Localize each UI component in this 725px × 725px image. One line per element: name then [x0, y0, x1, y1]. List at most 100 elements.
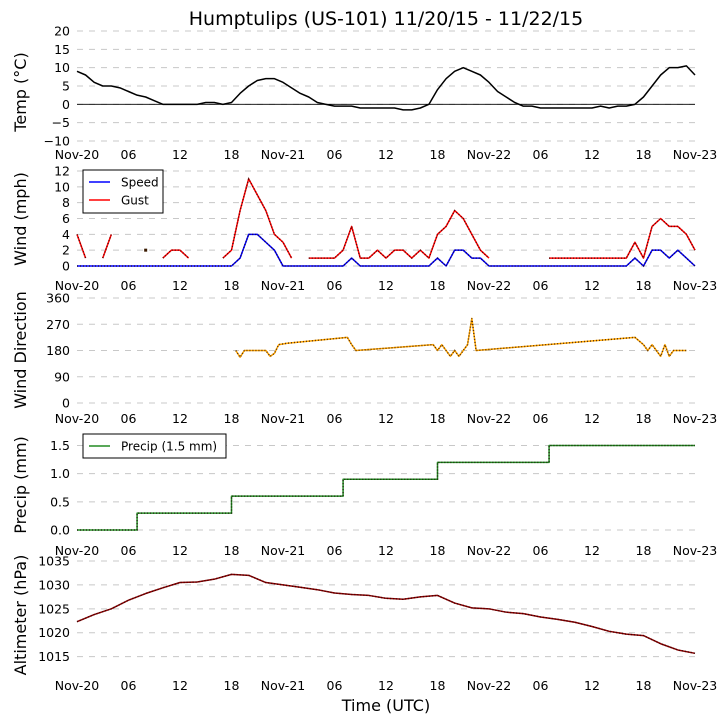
- series-gust-markers: [162, 249, 190, 259]
- x-tick-label: Nov-21: [261, 278, 305, 293]
- x-tick-label: 06: [121, 543, 137, 558]
- x-tick-label: 12: [172, 543, 188, 558]
- y-tick-label: 1035: [38, 554, 70, 569]
- series-gust-markers: [308, 209, 490, 260]
- series-direction-markers: [235, 318, 687, 359]
- y-tick-label: 1030: [38, 577, 70, 592]
- x-tick-label: Nov-20: [55, 278, 100, 293]
- x-tick-label: 12: [172, 147, 188, 162]
- y-tick-label: −10: [44, 134, 70, 149]
- y-tick-label: 1025: [38, 601, 70, 616]
- direction-y-axis-label: Wind Direction: [11, 291, 30, 409]
- y-tick-label: 2: [62, 243, 70, 258]
- x-tick-label: 18: [430, 278, 446, 293]
- y-tick-label: 0.5: [50, 494, 70, 509]
- x-tick-label: 12: [378, 543, 394, 558]
- series-gust-markers: [222, 176, 293, 259]
- x-tick-label: 18: [636, 543, 652, 558]
- x-tick-label: Nov-23: [673, 278, 717, 293]
- x-tick-label: Nov-23: [673, 411, 717, 426]
- x-tick-label: Nov-22: [467, 278, 511, 293]
- series-gust-line: [549, 217, 696, 259]
- series-temp-line: [76, 65, 696, 111]
- x-tick-label: 06: [327, 678, 343, 693]
- legend-box: [82, 169, 164, 214]
- y-tick-label: 5: [62, 79, 70, 94]
- y-tick-label: 90: [54, 369, 70, 384]
- x-tick-label: Nov-21: [261, 543, 305, 558]
- x-tick-label: Nov-23: [673, 543, 717, 558]
- x-tick-label: 18: [636, 147, 652, 162]
- temp-y-axis-label: Temp (°C): [11, 52, 30, 132]
- series-gust-point: [144, 248, 148, 252]
- x-tick-label: Nov-23: [673, 678, 717, 693]
- x-tick-label: 12: [378, 411, 394, 426]
- panel-precip: 0.0 0.5 1.0 1.5 Nov-20 06 12 18 Nov-21 06 12 18 Nov-…: [50, 433, 717, 558]
- legend-label-precip: Precip (1.5 mm): [121, 440, 217, 454]
- x-tick-label: Nov-21: [261, 678, 305, 693]
- x-tick-label: 06: [327, 147, 343, 162]
- x-tick-label: 18: [224, 411, 240, 426]
- y-tick-label: 12: [54, 164, 70, 179]
- x-tick-label: Nov-22: [467, 543, 511, 558]
- x-tick-label: Nov-21: [261, 411, 305, 426]
- y-tick-label: 360: [46, 291, 70, 306]
- x-tick-label: 06: [533, 678, 549, 693]
- y-tick-label: 15: [54, 42, 70, 57]
- series-gust-markers: [549, 217, 696, 261]
- legend-label-gust: Gust: [121, 194, 149, 208]
- x-tick-label: Nov-20: [55, 411, 100, 426]
- x-tick-label: 06: [327, 411, 343, 426]
- y-tick-label: −5: [52, 115, 70, 130]
- y-tick-label: 1.0: [50, 466, 70, 481]
- x-tick-label: Nov-21: [261, 147, 305, 162]
- y-tick-label: 1015: [38, 649, 70, 664]
- x-tick-label: Nov-20: [55, 543, 100, 558]
- x-tick-label: 06: [121, 678, 137, 693]
- x-tick-label: 12: [172, 278, 188, 293]
- altimeter-y-axis-label: Altimeter (hPa): [11, 555, 30, 676]
- y-tick-label: 10: [54, 60, 70, 75]
- x-tick-label: 18: [636, 411, 652, 426]
- panel-wind-direction: 0 90 180 270 360 Nov-20 06 12 18 Nov-21 06 12 18 Nov-…: [46, 291, 717, 427]
- series-speed-line: [77, 233, 696, 267]
- x-tick-label: 06: [121, 147, 137, 162]
- x-tick-label: 18: [430, 147, 446, 162]
- y-tick-label: 4: [62, 227, 70, 242]
- series-precip-1-5-mm-line: [77, 444, 695, 531]
- wind-y-axis-label: Wind (mph): [11, 172, 30, 266]
- x-tick-label: 06: [533, 543, 549, 558]
- y-tick-label: 1020: [38, 625, 70, 640]
- series-altimeter-markers: [76, 573, 696, 655]
- x-tick-label: 06: [533, 411, 549, 426]
- x-tick-label: Nov-20: [55, 147, 100, 162]
- panel-altimeter: 1015 1020 1025 1030 1035 Nov-20 06 12 18 Nov-21 06…: [38, 554, 717, 694]
- x-axis-label: Time (UTC): [341, 696, 430, 715]
- y-tick-label: 180: [46, 343, 70, 358]
- x-tick-label: 06: [327, 543, 343, 558]
- series-gust-markers: [76, 234, 87, 259]
- x-tick-label: 06: [121, 278, 137, 293]
- x-tick-label: 18: [430, 543, 446, 558]
- legend-label-speed: Speed: [121, 176, 159, 190]
- x-tick-label: 12: [172, 678, 188, 693]
- x-tick-label: 12: [584, 411, 600, 426]
- x-tick-label: 12: [378, 278, 394, 293]
- x-tick-label: 18: [636, 278, 652, 293]
- x-tick-label: 12: [378, 147, 394, 162]
- x-tick-label: Nov-22: [467, 147, 511, 162]
- x-tick-label: Nov-23: [673, 147, 717, 162]
- series-gust-markers: [102, 234, 113, 259]
- x-tick-label: 06: [533, 147, 549, 162]
- x-tick-label: 18: [430, 411, 446, 426]
- x-tick-label: 12: [584, 278, 600, 293]
- y-tick-label: 20: [54, 24, 70, 39]
- y-tick-label: 0: [62, 259, 70, 274]
- x-tick-label: 18: [224, 147, 240, 162]
- y-tick-label: 10: [54, 179, 70, 194]
- y-tick-label: 270: [46, 317, 70, 332]
- x-tick-label: 18: [430, 678, 446, 693]
- x-tick-label: 18: [224, 543, 240, 558]
- x-tick-label: Nov-22: [467, 678, 511, 693]
